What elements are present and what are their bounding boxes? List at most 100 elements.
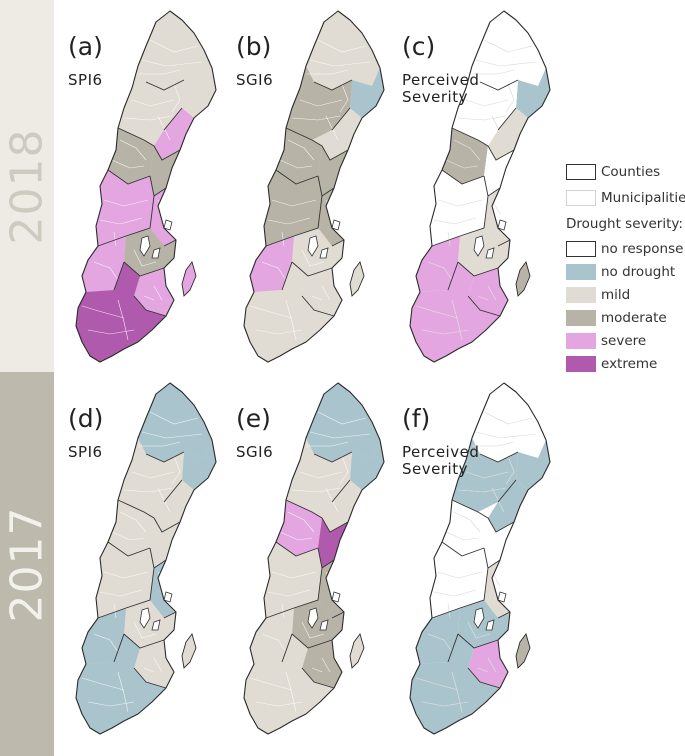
year-band-2017: 2017 xyxy=(0,372,54,756)
municipality-boundary xyxy=(149,411,199,425)
municipality-boundary xyxy=(287,511,315,533)
region-mid-north xyxy=(452,438,518,512)
municipality-boundary xyxy=(472,69,515,75)
lake xyxy=(319,619,329,631)
legend-label-none: no response xyxy=(601,241,684,257)
region-mid-coast xyxy=(322,108,362,160)
sweden-map xyxy=(75,10,217,363)
region-central xyxy=(276,128,322,184)
municipality-boundary xyxy=(451,299,463,341)
region-central xyxy=(276,500,322,556)
municipality-boundary xyxy=(477,295,489,301)
county-boundary xyxy=(483,547,501,569)
municipality-boundary xyxy=(291,115,341,121)
county-boundary xyxy=(133,667,167,689)
municipality-boundary xyxy=(117,671,129,713)
municipality-boundary xyxy=(467,249,491,267)
region-north xyxy=(138,383,212,462)
municipality-boundary xyxy=(119,511,147,533)
region-east-coast xyxy=(484,560,510,618)
county-boundary xyxy=(497,239,511,247)
municipality-boundary xyxy=(325,487,339,513)
lake xyxy=(485,619,495,631)
municipality-boundary xyxy=(467,621,491,639)
county-boundary xyxy=(123,261,165,277)
county-boundary xyxy=(281,633,293,663)
county-boundary xyxy=(113,261,125,291)
region-west xyxy=(264,170,322,246)
municipality-boundary xyxy=(153,657,163,673)
region-east-coast xyxy=(318,188,344,246)
legend-swatch-none xyxy=(566,241,596,257)
sweden-map xyxy=(409,10,551,363)
region-south-west xyxy=(416,608,460,664)
municipality-boundary xyxy=(301,249,325,267)
municipality-boundary xyxy=(299,471,343,479)
lake xyxy=(497,219,507,231)
county-boundary xyxy=(163,239,177,247)
municipality-boundary xyxy=(472,441,515,447)
municipality-boundary xyxy=(93,633,119,653)
county-boundary xyxy=(467,295,501,317)
county-boundary xyxy=(479,451,519,463)
lake xyxy=(163,591,173,603)
municipality-boundary xyxy=(477,667,489,673)
municipality-boundary xyxy=(287,139,315,161)
region-gotland xyxy=(181,633,197,669)
county-boundary xyxy=(291,633,333,649)
lake xyxy=(139,235,151,257)
county-boundary xyxy=(479,79,519,91)
county-boundary xyxy=(331,239,345,247)
municipality-boundary xyxy=(153,285,163,301)
county-boundary xyxy=(281,261,293,291)
region-mid-north xyxy=(286,66,352,140)
municipality-boundary xyxy=(317,411,367,425)
lake xyxy=(319,247,329,259)
municipality-boundary xyxy=(321,657,331,673)
municipality-boundary xyxy=(111,159,145,169)
municipality-boundary xyxy=(93,261,119,281)
municipality-boundary xyxy=(157,487,171,513)
region-gotland xyxy=(515,633,531,669)
panel-letter: (c) xyxy=(402,32,436,61)
lake xyxy=(307,235,319,257)
municipality-boundary xyxy=(505,83,515,113)
municipality-boundary xyxy=(131,99,175,107)
municipality-boundary xyxy=(281,603,285,619)
region-central-east xyxy=(150,146,180,196)
panel-title: SPI6 xyxy=(68,72,103,89)
lake xyxy=(163,219,173,231)
municipality-boundary xyxy=(453,511,481,533)
municipality-boundary xyxy=(291,487,341,493)
municipality-boundary xyxy=(103,571,149,579)
map-panel-e: (e) SGI6 xyxy=(222,372,392,744)
region-central xyxy=(442,128,488,184)
county-boundary xyxy=(431,195,489,247)
municipality-boundary xyxy=(138,69,181,75)
municipality-boundary xyxy=(457,115,507,121)
municipality-boundary xyxy=(123,115,173,121)
county-boundary xyxy=(275,169,319,185)
county-boundary xyxy=(457,261,499,277)
country-outline xyxy=(409,382,551,735)
panel-title-line: SGI6 xyxy=(236,71,274,89)
panel-title: SGI6 xyxy=(236,72,273,89)
municipality-boundary xyxy=(133,249,157,267)
region-mid-coast xyxy=(154,480,194,532)
municipality-boundary xyxy=(171,455,181,485)
legend-swatch-severe xyxy=(566,333,596,349)
county-boundary xyxy=(301,667,335,689)
county-boundary xyxy=(467,667,501,689)
panel-title: SPI6 xyxy=(68,444,103,461)
municipality-boundary xyxy=(111,531,145,541)
county-boundary xyxy=(123,633,165,649)
municipality-boundary xyxy=(301,621,325,639)
region-mid-south xyxy=(292,228,344,276)
year-label-2017: 2017 xyxy=(1,506,53,622)
legend-swatch-moderate xyxy=(566,310,596,326)
municipality-boundary xyxy=(117,299,129,341)
year-label-2018: 2018 xyxy=(1,128,53,244)
municipality-boundary xyxy=(415,305,459,319)
municipalities-swatch xyxy=(566,190,596,206)
county-boundary xyxy=(483,175,501,197)
